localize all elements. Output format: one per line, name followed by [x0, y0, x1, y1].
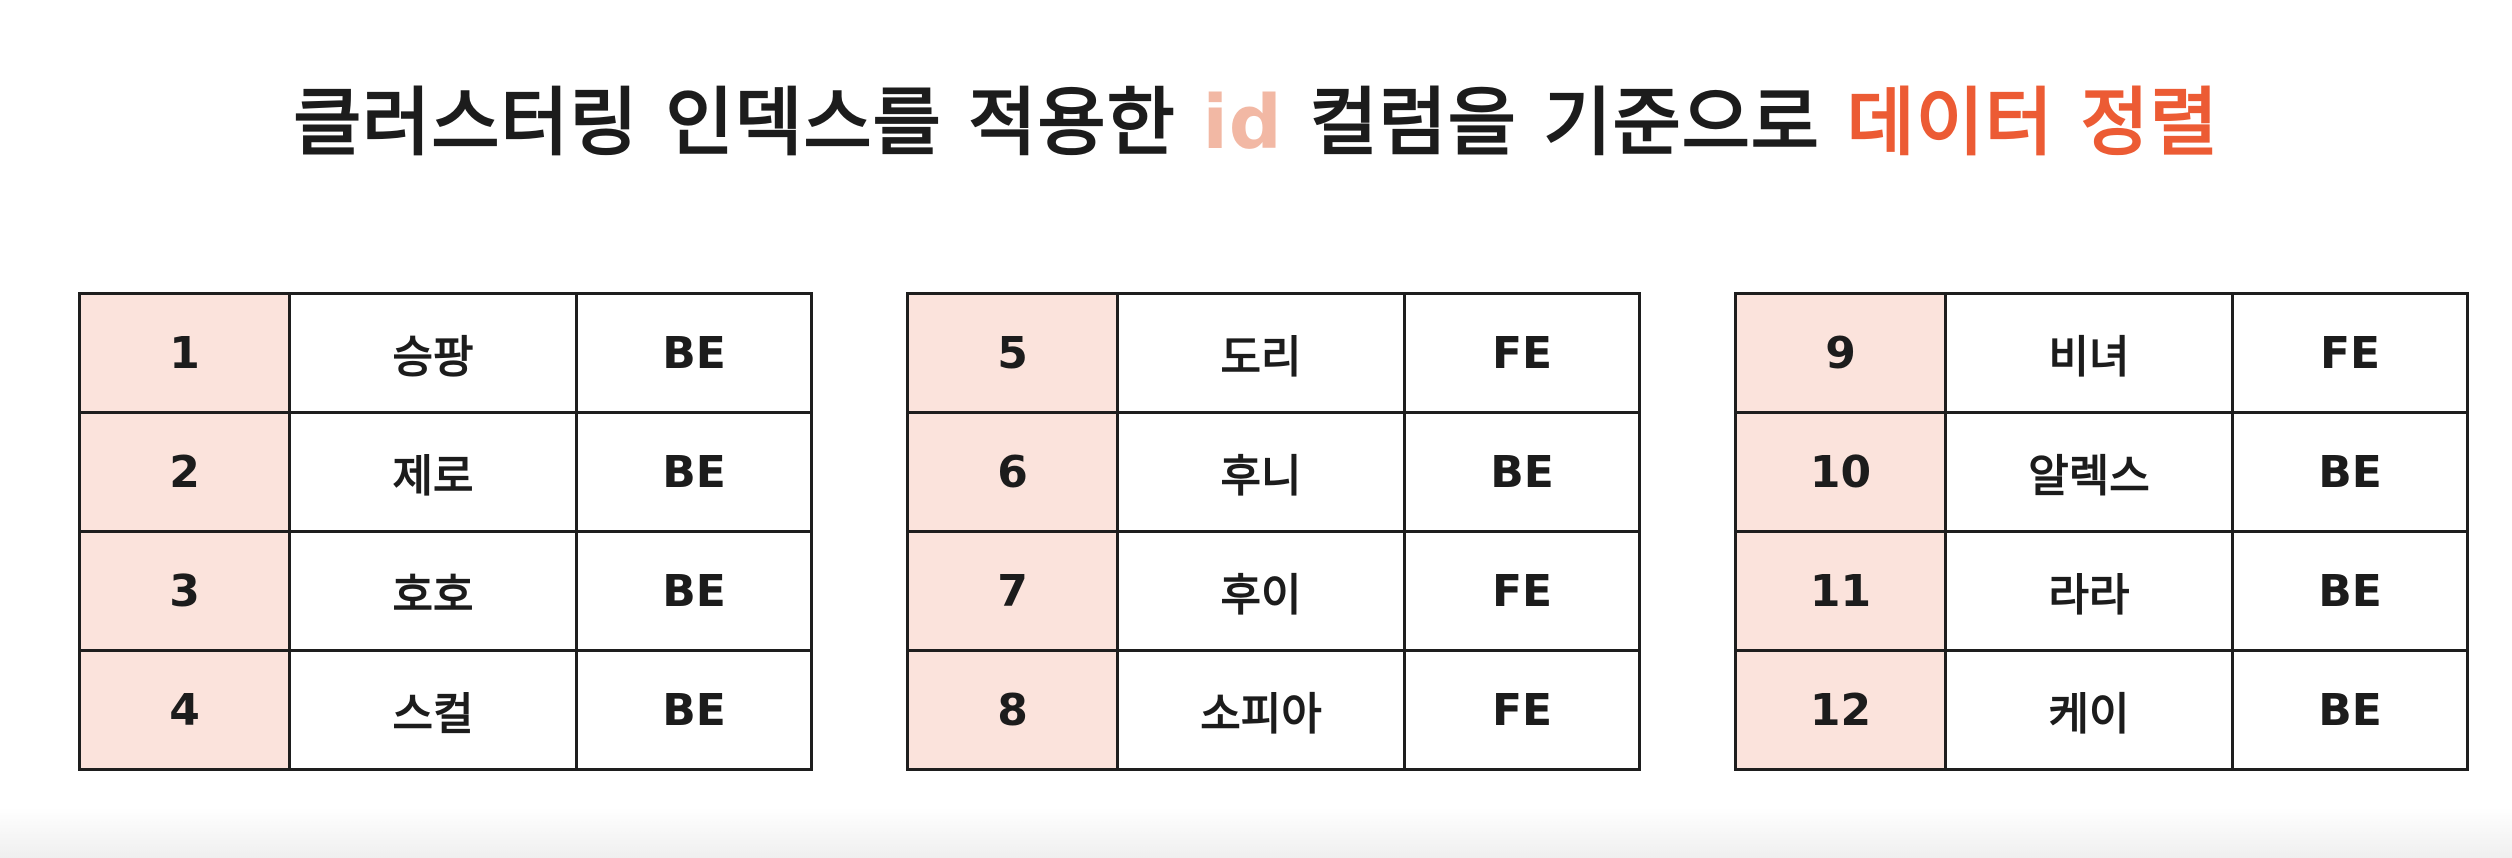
team-cell: BE: [575, 292, 813, 414]
name-cell: 제로: [288, 411, 578, 533]
table-row: 9 비녀 FE: [1734, 292, 2469, 414]
table-row: 7 후이 FE: [906, 530, 1641, 652]
slide-title: 클러스터링 인덱스를 적용한 id 컬럼을 기준으로 데이터 정렬: [0, 68, 2512, 178]
bottom-shadow: [0, 808, 2512, 858]
table-row: 4 스컬 BE: [78, 649, 813, 771]
name-cell: 후이: [1116, 530, 1406, 652]
title-text-2: 컬럼을 기준으로: [1282, 80, 1847, 166]
data-table-1: 1 승팡 BE 2 제로 BE 3 호호 BE 4 스컬 BE: [78, 292, 813, 771]
id-cell: 6: [906, 411, 1119, 533]
table-row: 5 도리 FE: [906, 292, 1641, 414]
team-cell: FE: [1403, 649, 1641, 771]
name-cell: 케이: [1944, 649, 2234, 771]
name-cell: 소피아: [1116, 649, 1406, 771]
name-cell: 도리: [1116, 292, 1406, 414]
id-cell: 7: [906, 530, 1119, 652]
table-row: 1 승팡 BE: [78, 292, 813, 414]
id-cell: 12: [1734, 649, 1947, 771]
name-cell: 스컬: [288, 649, 578, 771]
team-cell: FE: [2231, 292, 2469, 414]
team-cell: BE: [1403, 411, 1641, 533]
id-cell: 10: [1734, 411, 1947, 533]
title-id-keyword: id: [1202, 80, 1283, 166]
table-row: 2 제로 BE: [78, 411, 813, 533]
table-row: 6 후니 BE: [906, 411, 1641, 533]
tables-container: 1 승팡 BE 2 제로 BE 3 호호 BE 4 스컬 BE: [0, 292, 2512, 784]
name-cell: 후니: [1116, 411, 1406, 533]
id-cell: 11: [1734, 530, 1947, 652]
table-row: 11 라라 BE: [1734, 530, 2469, 652]
id-cell: 2: [78, 411, 291, 533]
team-cell: BE: [2231, 649, 2469, 771]
team-cell: BE: [575, 530, 813, 652]
data-table-2: 5 도리 FE 6 후니 BE 7 후이 FE 8 소피아 FE: [906, 292, 1641, 771]
title-text-1: 클러스터링 인덱스를 적용한: [293, 80, 1203, 166]
id-cell: 4: [78, 649, 291, 771]
table-row: 3 호호 BE: [78, 530, 813, 652]
team-cell: BE: [575, 411, 813, 533]
title-accent-text: 데이터 정렬: [1846, 80, 2219, 166]
table-row: 8 소피아 FE: [906, 649, 1641, 771]
id-cell: 3: [78, 530, 291, 652]
data-table-3: 9 비녀 FE 10 알렉스 BE 11 라라 BE 12 케이 BE: [1734, 292, 2469, 771]
team-cell: FE: [1403, 292, 1641, 414]
id-cell: 1: [78, 292, 291, 414]
id-cell: 8: [906, 649, 1119, 771]
table-row: 10 알렉스 BE: [1734, 411, 2469, 533]
id-cell: 9: [1734, 292, 1947, 414]
name-cell: 라라: [1944, 530, 2234, 652]
team-cell: BE: [2231, 411, 2469, 533]
name-cell: 비녀: [1944, 292, 2234, 414]
name-cell: 호호: [288, 530, 578, 652]
team-cell: BE: [2231, 530, 2469, 652]
name-cell: 승팡: [288, 292, 578, 414]
table-row: 12 케이 BE: [1734, 649, 2469, 771]
id-cell: 5: [906, 292, 1119, 414]
team-cell: FE: [1403, 530, 1641, 652]
name-cell: 알렉스: [1944, 411, 2234, 533]
team-cell: BE: [575, 649, 813, 771]
